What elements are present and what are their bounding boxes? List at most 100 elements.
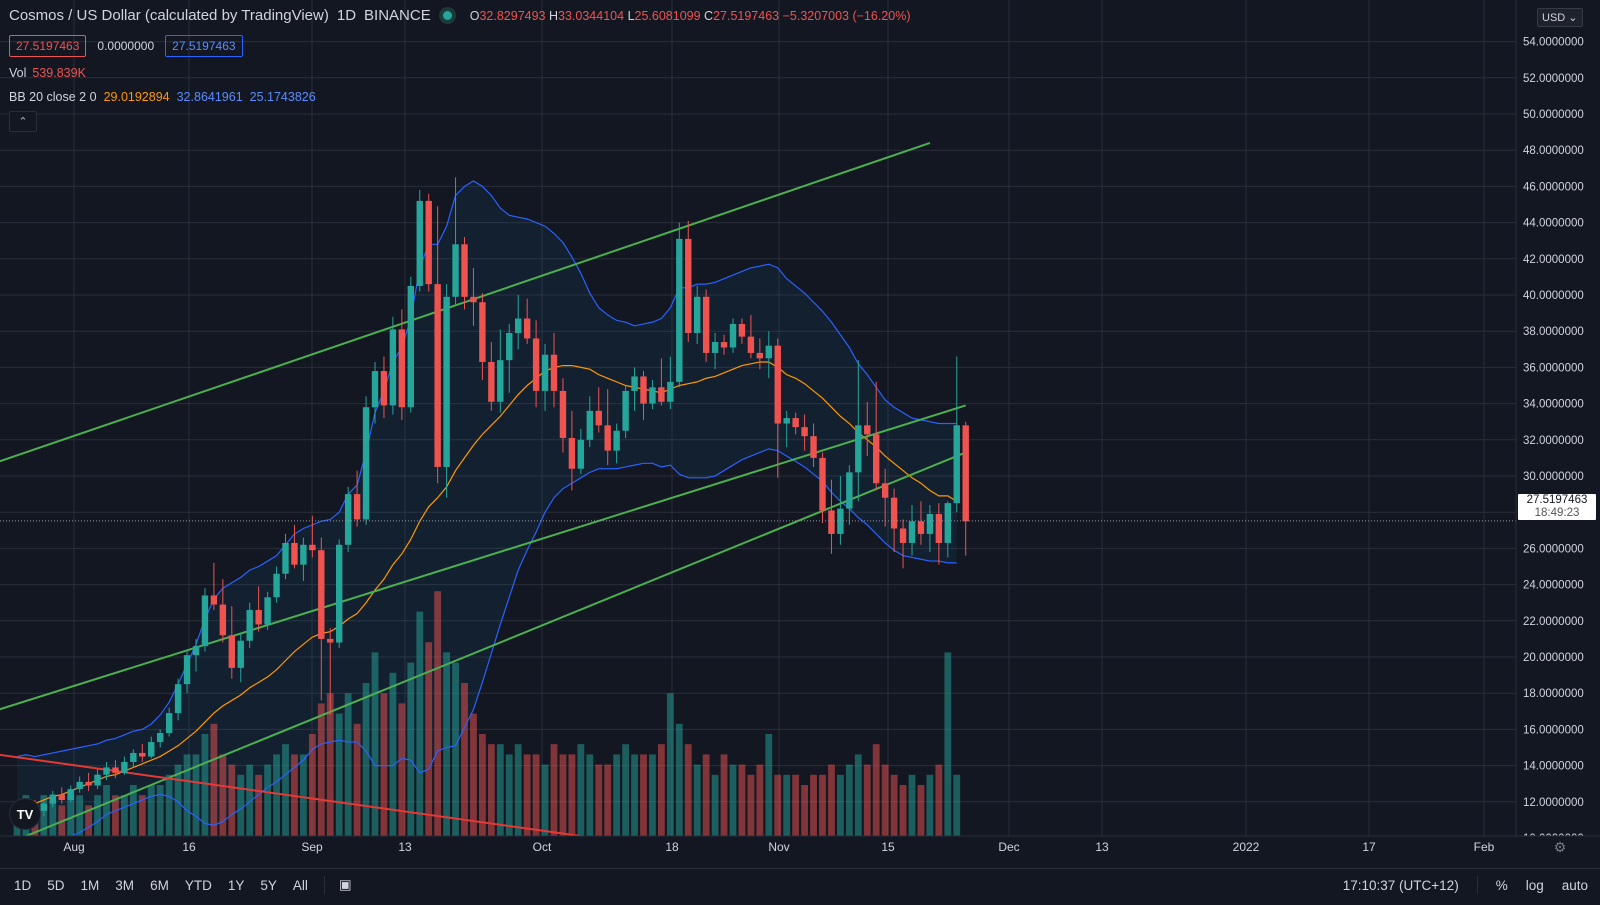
volume-legend[interactable]: Vol 539.839K [9,66,86,80]
volume-bar [85,805,92,836]
range-1y[interactable]: 1Y [227,877,245,893]
range-6m[interactable]: 6M [150,877,169,893]
clock-timezone[interactable]: 17:10:37 (UTC+12) [1342,877,1459,893]
candle-body [550,354,558,391]
candle-body [192,646,200,656]
candle-body [631,376,638,391]
toolbar-divider [323,876,325,894]
collapse-legend-button[interactable]: ⌃ [9,111,37,132]
bb-legend[interactable]: BB 20 close 2 0 29.0192894 32.8641961 25… [9,90,316,104]
candle-body [881,483,889,498]
candle-body [282,542,289,574]
bb-upper-line [16,180,957,758]
volume-bar [407,662,415,836]
candle-body [873,434,880,484]
volume-bar [470,713,477,836]
last-price-tag: 27.5197463 18:49:23 [1518,494,1596,520]
time-tick-label: Aug [63,840,84,854]
volume-bar [487,744,495,836]
volume-bar [461,683,468,836]
symbol-header: Cosmos / US Dollar (calculated by Tradin… [9,7,911,24]
goto-date-icon[interactable]: ▣ [338,877,352,892]
bb-upper-value: 32.8641961 [176,90,243,104]
trend-line-green [0,451,967,848]
low-label: L [627,8,635,23]
volume-bar [344,693,352,836]
volume-bar [649,754,656,836]
price-tick-label: 20.0000000 [1523,652,1584,664]
range-5d[interactable]: 5D [47,877,65,893]
candle-body [336,544,343,643]
tradingview-logo-icon[interactable]: TV [9,798,41,830]
bottom-toolbar: 1D 5D 1M 3M 6M YTD 1Y 5Y All ▣ 17:10:37 … [0,868,1600,901]
candle-body [801,427,808,437]
settings-gear-icon[interactable]: ⚙ [1554,839,1567,855]
candle-body [819,457,826,511]
chevron-up-icon: ⌃ [18,116,28,128]
auto-toggle[interactable]: auto [1561,877,1588,893]
candle-body [515,318,522,334]
candle-body [103,767,110,775]
volume-bar [434,591,442,836]
candle-body [300,544,307,565]
candle-body [327,638,334,643]
volume-bar [156,785,164,836]
candle-body [353,494,361,520]
volume-bar [783,774,791,836]
high-label: H [549,8,559,23]
candle-body [899,528,907,543]
volume-bar [872,744,880,836]
candle-body [586,410,593,440]
volume-bar [577,744,585,836]
volume-bar [819,774,826,836]
bar-countdown: 18:49:23 [1534,507,1580,519]
range-1d[interactable]: 1D [14,877,32,893]
chevron-down-icon: ⌄ [1568,12,1578,24]
range-1m[interactable]: 1M [80,877,100,893]
time-tick-label: Sep [301,840,323,854]
volume-bar [720,754,728,836]
trend-line-green [0,404,967,711]
candle-body [559,390,567,438]
percent-toggle[interactable]: % [1495,877,1508,893]
time-tick-label: 17 [1362,840,1376,854]
candle-body [774,345,781,424]
symbol-title[interactable]: Cosmos / US Dollar (calculated by Tradin… [9,7,329,24]
candle-body [488,361,495,402]
bb-lower-line [16,448,957,857]
bottom-right-controls: 17:10:37 (UTC+12) % log auto [1343,869,1600,901]
candle-body [49,794,56,804]
volume-bar [192,754,200,836]
range-all[interactable]: All [292,877,308,893]
candle-body [246,609,253,641]
volume-bar [264,764,271,836]
price-tick-label: 24.0000000 [1523,580,1584,592]
candle-body [658,387,665,402]
interval-label[interactable]: 1D [336,7,357,24]
bb-lower-value: 25.1743826 [249,90,316,104]
candle-body [228,635,235,668]
buy-price-box[interactable]: 27.5197463 [165,35,243,57]
currency-selector[interactable]: USD ⌄ [1537,8,1583,27]
range-ytd[interactable]: YTD [184,877,212,893]
candle-body [443,296,450,467]
time-tick-label: Dec [998,840,1019,854]
volume-bar [702,754,710,836]
candle-body [622,390,629,431]
ohlc-readout: O32.8297493 H33.0344104 L25.6081099 C27.… [470,9,911,23]
volume-bar [326,693,334,836]
volume-bar [622,744,629,836]
volume-bar [854,754,862,836]
log-toggle[interactable]: log [1525,877,1544,893]
volume-bar [935,764,943,836]
close-value: 27.5197463 [713,8,780,23]
candle-body [309,544,316,551]
candle-body [165,713,173,734]
candle-body [855,425,862,473]
candle-body [649,387,656,404]
range-5y[interactable]: 5Y [260,877,277,893]
sell-price-box[interactable]: 27.5197463 [9,35,87,57]
range-3m[interactable]: 3M [115,877,135,893]
